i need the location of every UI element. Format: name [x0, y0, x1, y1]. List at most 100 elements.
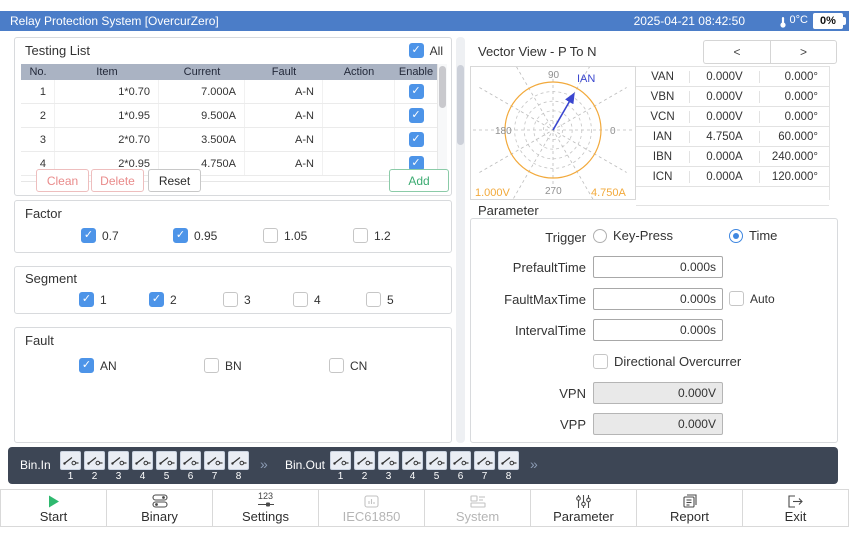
switch-icon[interactable]	[132, 451, 153, 470]
switch-icon[interactable]	[156, 451, 177, 470]
trigger-time-radio[interactable]: Time	[729, 228, 777, 243]
table-row[interactable]: 3 2*0.70 3.500A A-N ✓	[21, 128, 447, 152]
bin-out-5[interactable]: 5	[426, 451, 447, 482]
bin-out-1[interactable]: 1	[330, 451, 351, 482]
checkbox-icon[interactable]: ✓	[223, 292, 238, 307]
table-row[interactable]: 2 1*0.95 9.500A A-N ✓	[21, 104, 447, 128]
radio-icon[interactable]	[729, 229, 743, 243]
settings-button[interactable]: 123 Settings	[213, 490, 319, 526]
checkbox-icon[interactable]: ✓	[366, 292, 381, 307]
bin-out-2[interactable]: 2	[354, 451, 375, 482]
prev-button[interactable]: <	[703, 40, 770, 64]
col-enable: Enable	[395, 66, 437, 78]
parameter-button[interactable]: Parameter	[531, 490, 637, 526]
row-enable-checkbox[interactable]: ✓	[409, 132, 424, 147]
bin-out-4[interactable]: 4	[402, 451, 423, 482]
bin-out-3[interactable]: 3	[378, 451, 399, 482]
factor-option-1.05[interactable]: ✓ 1.05	[263, 228, 307, 243]
checkbox-icon[interactable]: ✓	[149, 292, 164, 307]
exit-button[interactable]: Exit	[743, 490, 849, 526]
report-button[interactable]: Report	[637, 490, 743, 526]
segment-option-3[interactable]: ✓ 3	[223, 292, 251, 307]
checkbox-icon[interactable]: ✓	[293, 292, 308, 307]
factor-option-0.7[interactable]: ✓ 0.7	[81, 228, 119, 243]
scrollbar-thumb[interactable]	[439, 66, 446, 108]
settings-123-icon: 123	[258, 493, 274, 508]
bin-out-7[interactable]: 7	[474, 451, 495, 482]
col-no: No.	[21, 66, 55, 78]
fault-option-cn[interactable]: ✓ CN	[329, 358, 367, 373]
delete-button[interactable]: Delete	[91, 169, 144, 192]
table-row[interactable]: 1 1*0.70 7.000A A-N ✓	[21, 80, 447, 104]
checkbox-icon[interactable]: ✓	[729, 291, 744, 306]
fault-option-an[interactable]: ✓ AN	[79, 358, 117, 373]
checkbox-icon[interactable]: ✓	[329, 358, 344, 373]
switch-icon[interactable]	[474, 451, 495, 470]
next-button[interactable]: >	[770, 40, 837, 64]
row-enable-checkbox[interactable]: ✓	[409, 108, 424, 123]
factor-panel: Factor ✓ 0.7 ✓ 0.95 ✓ 1.05 ✓ 1.2	[14, 200, 452, 253]
bin-in-4[interactable]: 4	[132, 451, 153, 482]
switch-icon[interactable]	[450, 451, 471, 470]
switch-icon[interactable]	[402, 451, 423, 470]
switch-icon[interactable]	[354, 451, 375, 470]
voltage-scale-label: 1.000V	[475, 187, 511, 199]
trigger-keypress-radio[interactable]: Key-Press	[593, 228, 673, 243]
ian-vector-label: IAN	[577, 73, 595, 85]
checkbox-icon[interactable]: ✓	[593, 354, 608, 369]
add-button[interactable]: Add	[389, 169, 449, 192]
directional-overcurrent-checkbox[interactable]: ✓ Directional Overcurrer	[593, 354, 741, 369]
clean-button[interactable]: Clean	[36, 169, 89, 192]
factor-option-1.2[interactable]: ✓ 1.2	[353, 228, 391, 243]
switch-icon[interactable]	[330, 451, 351, 470]
checkbox-icon[interactable]: ✓	[353, 228, 368, 243]
table-scrollbar[interactable]	[437, 64, 447, 177]
checkbox-icon[interactable]: ✓	[79, 358, 94, 373]
bin-in-6[interactable]: 6	[180, 451, 201, 482]
faultmaxtime-input[interactable]	[593, 288, 723, 310]
checkbox-icon[interactable]: ✓	[81, 228, 96, 243]
binary-button[interactable]: Binary	[107, 490, 213, 526]
factor-option-0.95[interactable]: ✓ 0.95	[173, 228, 217, 243]
segment-option-4[interactable]: ✓ 4	[293, 292, 321, 307]
bin-out-6[interactable]: 6	[450, 451, 471, 482]
bin-in-1[interactable]: 1	[60, 451, 81, 482]
segment-option-1[interactable]: ✓ 1	[79, 292, 107, 307]
switch-icon[interactable]	[180, 451, 201, 470]
switch-icon[interactable]	[426, 451, 447, 470]
checkbox-icon[interactable]: ✓	[173, 228, 188, 243]
prefaulttime-input[interactable]	[593, 256, 723, 278]
radio-icon[interactable]	[593, 229, 607, 243]
iec61850-button[interactable]: IEC61850	[319, 490, 425, 526]
main-scrollbar[interactable]	[456, 37, 465, 443]
segment-option-2[interactable]: ✓ 2	[149, 292, 177, 307]
system-button[interactable]: System	[425, 490, 531, 526]
bin-out-8[interactable]: 8	[498, 451, 519, 482]
bin-in-8[interactable]: 8	[228, 451, 249, 482]
bin-in-7[interactable]: 7	[204, 451, 225, 482]
reset-button[interactable]: Reset	[148, 169, 201, 192]
switch-icon[interactable]	[378, 451, 399, 470]
checkbox-icon[interactable]: ✓	[79, 292, 94, 307]
checkbox-icon[interactable]: ✓	[263, 228, 278, 243]
switch-icon[interactable]	[108, 451, 129, 470]
scrollbar-thumb[interactable]	[457, 65, 464, 145]
select-all-checkbox[interactable]: ✓ All	[409, 43, 443, 58]
intervaltime-input[interactable]	[593, 319, 723, 341]
bin-in-3[interactable]: 3	[108, 451, 129, 482]
checkbox-icon[interactable]: ✓	[409, 43, 424, 58]
switch-icon[interactable]	[498, 451, 519, 470]
auto-checkbox[interactable]: ✓ Auto	[729, 291, 775, 306]
switch-icon[interactable]	[60, 451, 81, 470]
bin-in-5[interactable]: 5	[156, 451, 177, 482]
switch-icon[interactable]	[84, 451, 105, 470]
row-enable-checkbox[interactable]: ✓	[409, 84, 424, 99]
vector-value-table: VAN0.000V0.000° VBN0.000V0.000° VCN0.000…	[636, 66, 830, 200]
start-button[interactable]: Start	[0, 490, 107, 526]
segment-option-5[interactable]: ✓ 5	[366, 292, 394, 307]
checkbox-icon[interactable]: ✓	[204, 358, 219, 373]
switch-icon[interactable]	[204, 451, 225, 470]
bin-in-2[interactable]: 2	[84, 451, 105, 482]
switch-icon[interactable]	[228, 451, 249, 470]
fault-option-bn[interactable]: ✓ BN	[204, 358, 242, 373]
